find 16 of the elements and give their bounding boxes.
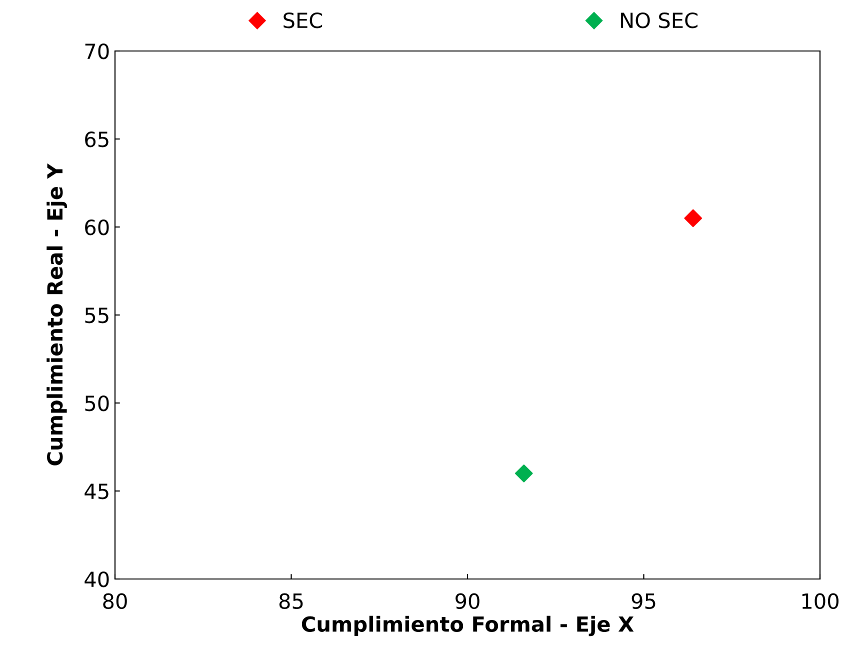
y-tick-label: 40 — [84, 571, 109, 588]
x-tick-label: 100 — [802, 593, 838, 610]
y-axis-title: Cumplimiento Real - Eje Y — [46, 163, 67, 466]
x-tick-label: 95 — [632, 593, 656, 610]
y-tick-label: 70 — [85, 43, 109, 60]
x-tick-label: 90 — [456, 593, 480, 610]
legend-label: NO SEC — [621, 12, 698, 28]
x-axis-title: Cumplimiento Formal - Eje X — [302, 616, 634, 636]
x-tick-label: 85 — [279, 593, 303, 610]
y-tick-label: 55 — [85, 308, 108, 324]
x-tick-label: 80 — [103, 593, 127, 610]
y-tick-label: 65 — [85, 131, 108, 148]
y-tick-label: 60 — [85, 219, 109, 236]
legend-label: SEC — [284, 12, 322, 28]
y-tick-label: 45 — [84, 484, 108, 500]
y-tick-label: 50 — [85, 395, 109, 412]
